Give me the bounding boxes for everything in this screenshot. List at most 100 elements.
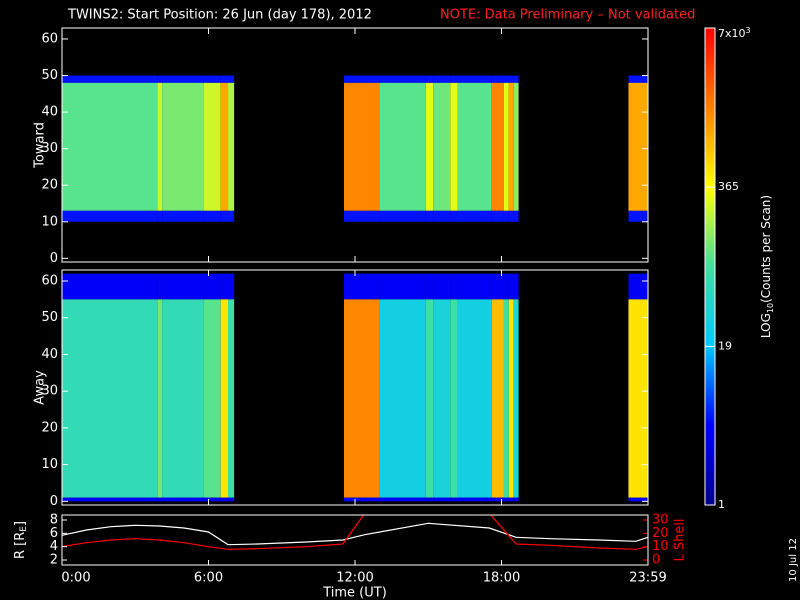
heatmap-cell xyxy=(513,210,519,222)
colorbar-tick-label: 7x103 xyxy=(718,26,751,41)
plot-frame xyxy=(61,514,649,566)
heatmap-cell xyxy=(491,299,504,498)
y-tick-label: 20 xyxy=(41,178,58,193)
heatmap-cell xyxy=(62,299,158,498)
heatmap-cell xyxy=(503,210,509,222)
heatmap-cell xyxy=(344,82,380,211)
heatmap-cell xyxy=(491,210,504,222)
heatmap-cell xyxy=(628,75,648,83)
heatmap-cell xyxy=(513,273,519,300)
heatmap-cell xyxy=(491,273,504,300)
y-axis-label-part: R [R xyxy=(13,532,28,559)
heatmap-cell xyxy=(513,497,519,502)
heatmap-cell xyxy=(379,273,426,300)
heatmap-cell xyxy=(344,273,380,300)
heatmap-cell xyxy=(503,273,509,300)
heatmap-cell xyxy=(433,210,451,222)
heatmap-cell xyxy=(450,210,458,222)
heatmap-cell xyxy=(450,273,458,300)
y2-tick-label: 0 xyxy=(652,553,660,568)
y-tick-label: 40 xyxy=(41,105,58,120)
heatmap-cell xyxy=(162,497,204,502)
x-tick-label: 0:00 xyxy=(61,571,90,586)
heatmap-cell xyxy=(157,210,163,222)
heatmap-cell xyxy=(450,299,458,498)
x-axis-label: Time (UT) xyxy=(322,586,387,600)
heatmap-cell xyxy=(220,299,229,498)
y-tick-label: 30 xyxy=(41,384,58,399)
colorbar-label-part: (Counts per Scan) xyxy=(759,195,773,303)
heatmap-cell xyxy=(203,210,221,222)
y-axis-label: Away xyxy=(33,370,48,405)
date-stamp: 10 Jul 12 xyxy=(788,538,799,582)
heatmap-cell xyxy=(157,299,163,498)
heatmap-cell xyxy=(508,210,514,222)
note: NOTE: Data Preliminary – Not validated xyxy=(440,8,695,23)
y-tick-label: 50 xyxy=(41,68,58,83)
heatmap-cell xyxy=(508,82,514,211)
heatmap-cell xyxy=(425,210,434,222)
heatmap-cell xyxy=(457,273,492,300)
heatmap-cell xyxy=(503,82,509,211)
heatmap-cell xyxy=(220,210,229,222)
heatmap-cell xyxy=(228,75,235,83)
heatmap-cell xyxy=(379,299,426,498)
y-tick-label: 0 xyxy=(50,494,58,509)
heatmap-cell xyxy=(162,210,204,222)
heatmap-cell xyxy=(62,497,158,502)
heatmap-cell xyxy=(228,210,235,222)
heatmap-cell xyxy=(457,75,492,83)
x-tick-label: 12:00 xyxy=(336,571,373,586)
y-tick-label: 8 xyxy=(50,513,58,528)
heatmap-cell xyxy=(433,299,451,498)
heatmap-cell xyxy=(379,497,426,502)
colorbar-tick-label-base: 7x10 xyxy=(718,27,746,40)
y2-tick-label: 20 xyxy=(652,526,669,541)
heatmap-cell xyxy=(491,75,504,83)
y-tick-label: 10 xyxy=(41,214,58,229)
heatmap-cell xyxy=(491,497,504,502)
colorbar-label-part: LOG xyxy=(759,313,773,338)
heatmap-cell xyxy=(491,82,504,211)
heatmap-cell xyxy=(508,75,514,83)
heatmap-cell xyxy=(220,497,229,502)
heatmap-cell xyxy=(162,273,204,300)
heatmap-cell xyxy=(162,82,204,211)
y-tick-label: 4 xyxy=(50,539,58,554)
heatmap-cell xyxy=(220,82,229,211)
heatmap-cell xyxy=(379,82,426,211)
heatmap-cell xyxy=(379,75,426,83)
heatmap-cell xyxy=(433,273,451,300)
heatmap-cell xyxy=(508,273,514,300)
heatmap-cell xyxy=(425,273,434,300)
y2-tick-label: 10 xyxy=(652,539,669,554)
colorbar-tick-label: 365 xyxy=(718,180,739,193)
heatmap-cell xyxy=(450,75,458,83)
y-tick-label: 20 xyxy=(41,420,58,435)
y-axis-label-sub: E xyxy=(19,526,29,532)
y-tick-label: 40 xyxy=(41,347,58,362)
y-tick-label: 0 xyxy=(50,251,58,266)
heatmap-cell xyxy=(62,82,158,211)
y-axis-label: R [RE] xyxy=(13,521,29,559)
y2-axis-label: L Shell xyxy=(673,518,688,561)
heatmap-cell xyxy=(628,497,648,502)
heatmap-cell xyxy=(203,497,221,502)
heatmap-cell xyxy=(157,273,163,300)
heatmap-cell xyxy=(228,497,235,502)
heatmap-cell xyxy=(503,497,509,502)
y-tick-label: 6 xyxy=(50,526,58,541)
heatmap-cell xyxy=(628,273,648,300)
colorbar xyxy=(704,27,716,506)
heatmap-cell xyxy=(457,497,492,502)
heatmap-cell xyxy=(220,75,229,83)
series-line xyxy=(62,522,648,546)
colorbar-tick-label: 19 xyxy=(718,339,732,352)
y-tick-label: 60 xyxy=(41,31,58,46)
y-axis-label: Toward xyxy=(33,122,48,169)
colorbar-tick-label-exponent: 3 xyxy=(746,26,751,35)
heatmap-cell xyxy=(513,75,519,83)
heatmap-cell xyxy=(344,210,380,222)
heatmap-cell xyxy=(508,497,514,502)
